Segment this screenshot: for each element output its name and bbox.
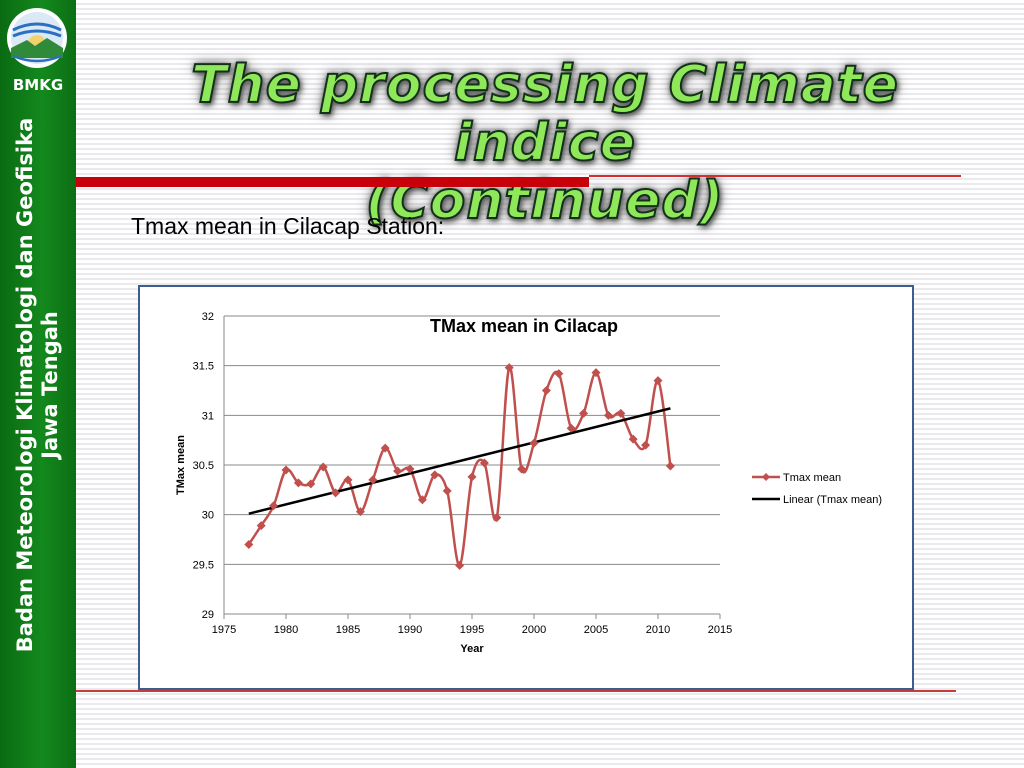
chart-frame: 29 29.5 30 30.5 31 31.5 32 1975 1980 1985 1990 1995…: [138, 285, 914, 690]
data-point: [529, 438, 539, 448]
data-point: [417, 495, 427, 505]
data-point: [393, 466, 403, 476]
org-name: Badan Meteorologi Klimatologi dan Geofis…: [13, 105, 63, 665]
data-point: [405, 464, 415, 474]
data-point: [492, 513, 502, 523]
data-point: [641, 440, 651, 450]
data-point: [665, 461, 675, 471]
sidebar: BMKG Badan Meteorologi Klimatologi dan G…: [0, 0, 76, 768]
data-point: [467, 472, 477, 482]
y-tick-label: 31.5: [193, 361, 214, 373]
x-axis-label: Year: [460, 643, 484, 655]
data-point: [269, 501, 279, 511]
y-tick-label: 29.5: [193, 559, 214, 571]
x-tick-label: 2010: [646, 624, 670, 636]
data-point: [442, 486, 452, 496]
slide-title: The processing Climate indice (Continued…: [100, 55, 990, 231]
line-chart: 29 29.5 30 30.5 31 31.5 32 1975 1980 1985 1990 1995…: [175, 311, 882, 655]
data-point: [628, 434, 638, 444]
bmkg-logo: [7, 8, 67, 68]
org-name-line1: Badan Meteorologi Klimatologi dan Geofis…: [13, 117, 37, 653]
legend-label-tmax-mean: Tmax mean: [783, 472, 841, 484]
data-point: [603, 410, 613, 420]
data-point: [517, 464, 527, 474]
x-tick-label: 2000: [522, 624, 546, 636]
legend-label-linear: Linear (Tmax mean): [783, 494, 882, 506]
data-point: [566, 423, 576, 433]
x-tick-label: 2015: [708, 624, 732, 636]
y-tick-label: 29: [202, 609, 214, 621]
data-point: [293, 478, 303, 488]
data-point: [355, 507, 365, 517]
data-point: [368, 475, 378, 485]
org-name-line2: Jawa Tengah: [38, 311, 62, 459]
y-tick-label: 31: [202, 410, 214, 422]
chart-title: TMax mean in Cilacap: [430, 316, 618, 336]
trend-line: [248, 407, 671, 515]
data-point: [579, 408, 589, 418]
y-axis-label: TMax mean: [175, 435, 187, 495]
y-tick-label: 30.5: [193, 460, 214, 472]
data-point: [430, 470, 440, 480]
slide-title-line1: The processing Climate indice: [190, 55, 899, 173]
x-tick-label: 2005: [584, 624, 608, 636]
data-point: [343, 475, 353, 485]
series-line-tmax-mean: [247, 366, 672, 567]
data-point: [455, 560, 465, 570]
x-tick-label: 1985: [336, 624, 360, 636]
slide-subtitle: Tmax mean in Cilacap Station:: [131, 213, 445, 239]
data-point: [504, 363, 514, 373]
data-point: [554, 369, 564, 379]
data-point: [256, 521, 266, 531]
data-point: [281, 465, 291, 475]
data-point: [616, 408, 626, 418]
data-point: [244, 539, 254, 549]
data-point: [331, 488, 341, 498]
data-point: [591, 368, 601, 378]
title-underline-bar: [76, 177, 589, 187]
y-tick-label: 32: [202, 311, 214, 323]
x-tick-label: 1990: [398, 624, 422, 636]
footer-rule: [76, 690, 956, 692]
data-point: [479, 458, 489, 468]
title-underline-rule: [589, 175, 961, 177]
data-point: [306, 479, 316, 489]
y-tick-label: 30: [202, 510, 214, 522]
legend-marker-tmax-mean: [762, 473, 770, 481]
data-point: [541, 386, 551, 395]
org-abbreviation: BMKG: [12, 76, 64, 94]
data-point: [653, 376, 663, 386]
data-point: [380, 443, 390, 453]
x-tick-label: 1980: [274, 624, 298, 636]
x-tick-label: 1995: [460, 624, 484, 636]
x-tick-label: 1975: [212, 624, 236, 636]
data-point: [318, 462, 328, 472]
